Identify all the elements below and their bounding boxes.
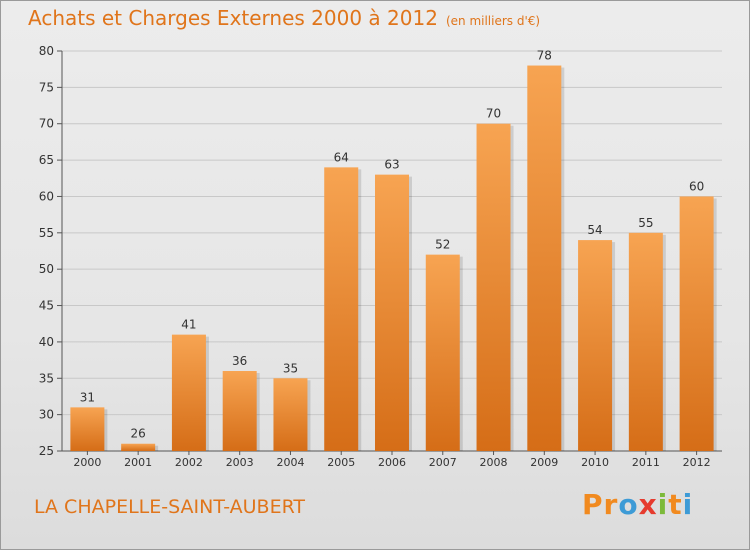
bar-value-label: 54 (587, 223, 602, 237)
labels: 31 2000 26 2001 41 2002 36 2003 35 2004 64 2005 63 20… (73, 49, 710, 469)
y-tick-label: 70 (39, 117, 54, 131)
bar-value-label: 31 (80, 390, 95, 404)
logo-letter: x (638, 488, 658, 521)
bar (527, 65, 562, 451)
y-tick-label: 45 (39, 299, 54, 313)
logo-letter: i (657, 488, 669, 521)
x-tick-label: 2009 (530, 456, 558, 469)
x-tick-label: 2011 (632, 456, 660, 469)
bar-value-label: 78 (537, 49, 552, 63)
y-tick-label: 60 (39, 189, 54, 203)
bar (425, 254, 460, 451)
bar-value-label: 36 (232, 354, 247, 368)
chart-unit: (en milliers d'€) (445, 14, 541, 28)
logo-letter: P (582, 488, 604, 521)
x-tick-label: 2000 (73, 456, 101, 469)
y-tick-label: 65 (39, 153, 54, 167)
x-tick-label: 2002 (175, 456, 203, 469)
y-tick-label: 25 (39, 444, 54, 458)
bar-value-label: 55 (638, 216, 653, 230)
logo-letter: t (668, 488, 683, 521)
logo-letter: o (618, 488, 639, 521)
chart-title: Achats et Charges Externes 2000 à 2012 (e… (28, 6, 540, 30)
y-tick-label: 75 (39, 80, 54, 94)
x-tick-label: 2005 (327, 456, 355, 469)
bar-value-label: 63 (384, 158, 399, 172)
bar-value-label: 52 (435, 238, 450, 252)
commune-name: LA CHAPELLE-SAINT-AUBERT (34, 496, 306, 518)
logo-letter: r (603, 488, 619, 521)
y-tick-label: 80 (39, 44, 54, 58)
bars (70, 65, 717, 452)
y-tick-label: 40 (39, 335, 54, 349)
bar-value-label: 35 (283, 361, 298, 375)
proxiti-logo[interactable]: Proxiti (582, 488, 693, 521)
y-tick-label: 50 (39, 262, 54, 276)
bar (222, 371, 257, 451)
y-tick-label: 35 (39, 371, 54, 385)
bar (273, 378, 308, 451)
x-tick-label: 2001 (124, 456, 152, 469)
bar (578, 240, 613, 451)
y-tick-label: 55 (39, 226, 54, 240)
bar-value-label: 60 (689, 179, 704, 193)
chart-title-text: Achats et Charges Externes 2000 à 2012 (28, 6, 438, 30)
x-tick-label: 2008 (480, 456, 508, 469)
bar (679, 196, 714, 451)
bar (628, 232, 663, 451)
bar (121, 443, 156, 451)
x-tick-label: 2003 (226, 456, 254, 469)
x-tick-label: 2004 (276, 456, 304, 469)
x-tick-label: 2010 (581, 456, 609, 469)
bar-value-label: 41 (181, 318, 196, 332)
bar (171, 334, 206, 451)
bar (476, 123, 511, 452)
bar-value-label: 64 (334, 150, 349, 164)
bar (324, 167, 359, 451)
bar-value-label: 26 (131, 427, 146, 441)
logo-letter: i (682, 488, 694, 521)
x-tick-label: 2007 (429, 456, 457, 469)
bar (70, 407, 105, 451)
x-tick-label: 2006 (378, 456, 406, 469)
bar (375, 174, 409, 452)
bar-value-label: 70 (486, 107, 501, 121)
x-tick-label: 2012 (683, 456, 711, 469)
y-tick-label: 30 (39, 408, 54, 422)
